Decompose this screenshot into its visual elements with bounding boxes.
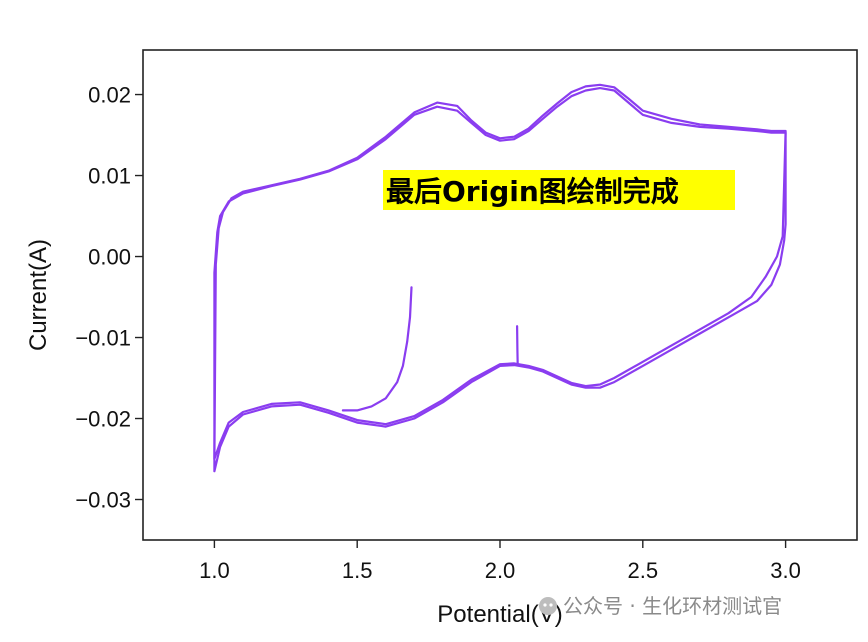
- y-tick-label: −0.03: [75, 488, 131, 513]
- series-group: [213, 83, 787, 473]
- y-tick-label: 0.02: [88, 83, 131, 108]
- y-tick-label: −0.01: [75, 326, 131, 351]
- y-axis-ticks: 0.02 0.01 0.00 −0.01 −0.02 −0.03: [75, 83, 143, 513]
- wechat-icon: [539, 597, 557, 615]
- cv-series-line-2: [213, 83, 787, 461]
- x-tick-label: 3.0: [770, 558, 801, 583]
- cv-series-line-1: [213, 86, 787, 473]
- x-axis-ticks: 1.0 1.5 2.0 2.5 3.0: [199, 540, 801, 583]
- x-tick-label: 2.5: [628, 558, 659, 583]
- x-tick-label: 1.5: [342, 558, 373, 583]
- watermark-text: 公众号 · 生化环材测试官: [563, 594, 782, 618]
- watermark: 公众号 · 生化环材测试官: [539, 594, 782, 618]
- y-tick-label: 0.01: [88, 164, 131, 189]
- y-axis-title: Current(A): [25, 239, 52, 351]
- cv-series-line-4: [515, 325, 519, 367]
- x-tick-label: 1.0: [199, 558, 230, 583]
- plot-frame: [142, 49, 858, 541]
- annotation-text: 最后Origin图绘制完成: [386, 175, 679, 208]
- chart-annotation: 最后Origin图绘制完成: [383, 170, 735, 210]
- annotation-highlight: [383, 170, 735, 210]
- y-tick-label: 0.00: [88, 245, 131, 270]
- cv-series-line-3: [341, 286, 413, 412]
- x-tick-label: 2.0: [485, 558, 516, 583]
- y-tick-label: −0.02: [75, 407, 131, 432]
